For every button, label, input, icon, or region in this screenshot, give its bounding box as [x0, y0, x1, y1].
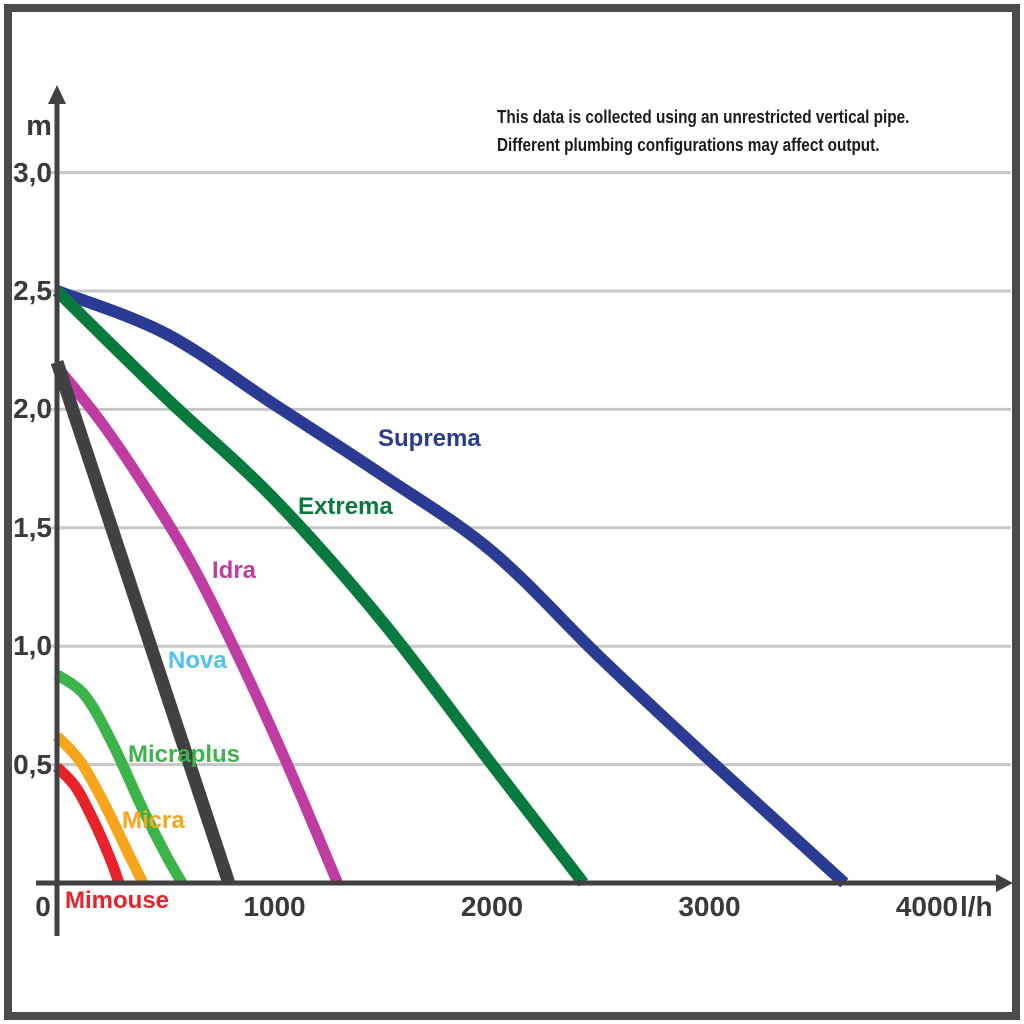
annotation-line-2: Different plumbing configurations may af… [497, 135, 880, 155]
annotation-line-1: This data is collected using an unrestri… [497, 107, 910, 127]
chart-frame [4, 4, 1020, 1020]
x-tick-label-2000: 2000 [460, 891, 524, 922]
y-tick-label-1: 1,0 [13, 630, 52, 662]
curve-micra [52, 732, 148, 886]
series-label-micraplus: Micraplus [128, 741, 241, 768]
x-tick-label-1000: 1000 [243, 891, 306, 922]
y-tick-label-0.5: 0,5 [13, 748, 52, 780]
x-tick-label-4000: 4000 [895, 891, 959, 922]
y-tick-label-2.5: 2,5 [13, 275, 52, 306]
x-axis-unit-label: l/h [960, 891, 993, 922]
series-label-suprema: Suprema [378, 425, 481, 452]
curve-nova [50, 360, 235, 886]
curve-idra [52, 363, 343, 886]
curve-mimouse [52, 763, 125, 885]
x-tick-label-3000: 3000 [678, 891, 741, 922]
curve-extrema [52, 286, 589, 887]
y-tick-label-1.5: 1,5 [13, 511, 52, 543]
annotation-note: This data is collected using an unrestri… [497, 103, 909, 159]
x-axis-arrow-icon [996, 874, 1013, 892]
curve-suprema [54, 285, 849, 888]
series-label-idra: Idra [212, 557, 257, 584]
series-label-extrema: Extrema [298, 493, 393, 520]
y-tick-label-2: 2,0 [13, 393, 52, 425]
series-label-mimouse: Mimouse [65, 887, 170, 914]
y-axis-unit-label: m [26, 110, 52, 142]
curve-micraplus [53, 670, 187, 886]
y-axis-arrow-icon [48, 85, 66, 104]
y-tick-label-3: 3,0 [13, 156, 52, 188]
series-label-micra: Micra [122, 807, 185, 834]
series-label-nova: Nova [168, 647, 227, 674]
origin-label: 0 [35, 891, 51, 922]
